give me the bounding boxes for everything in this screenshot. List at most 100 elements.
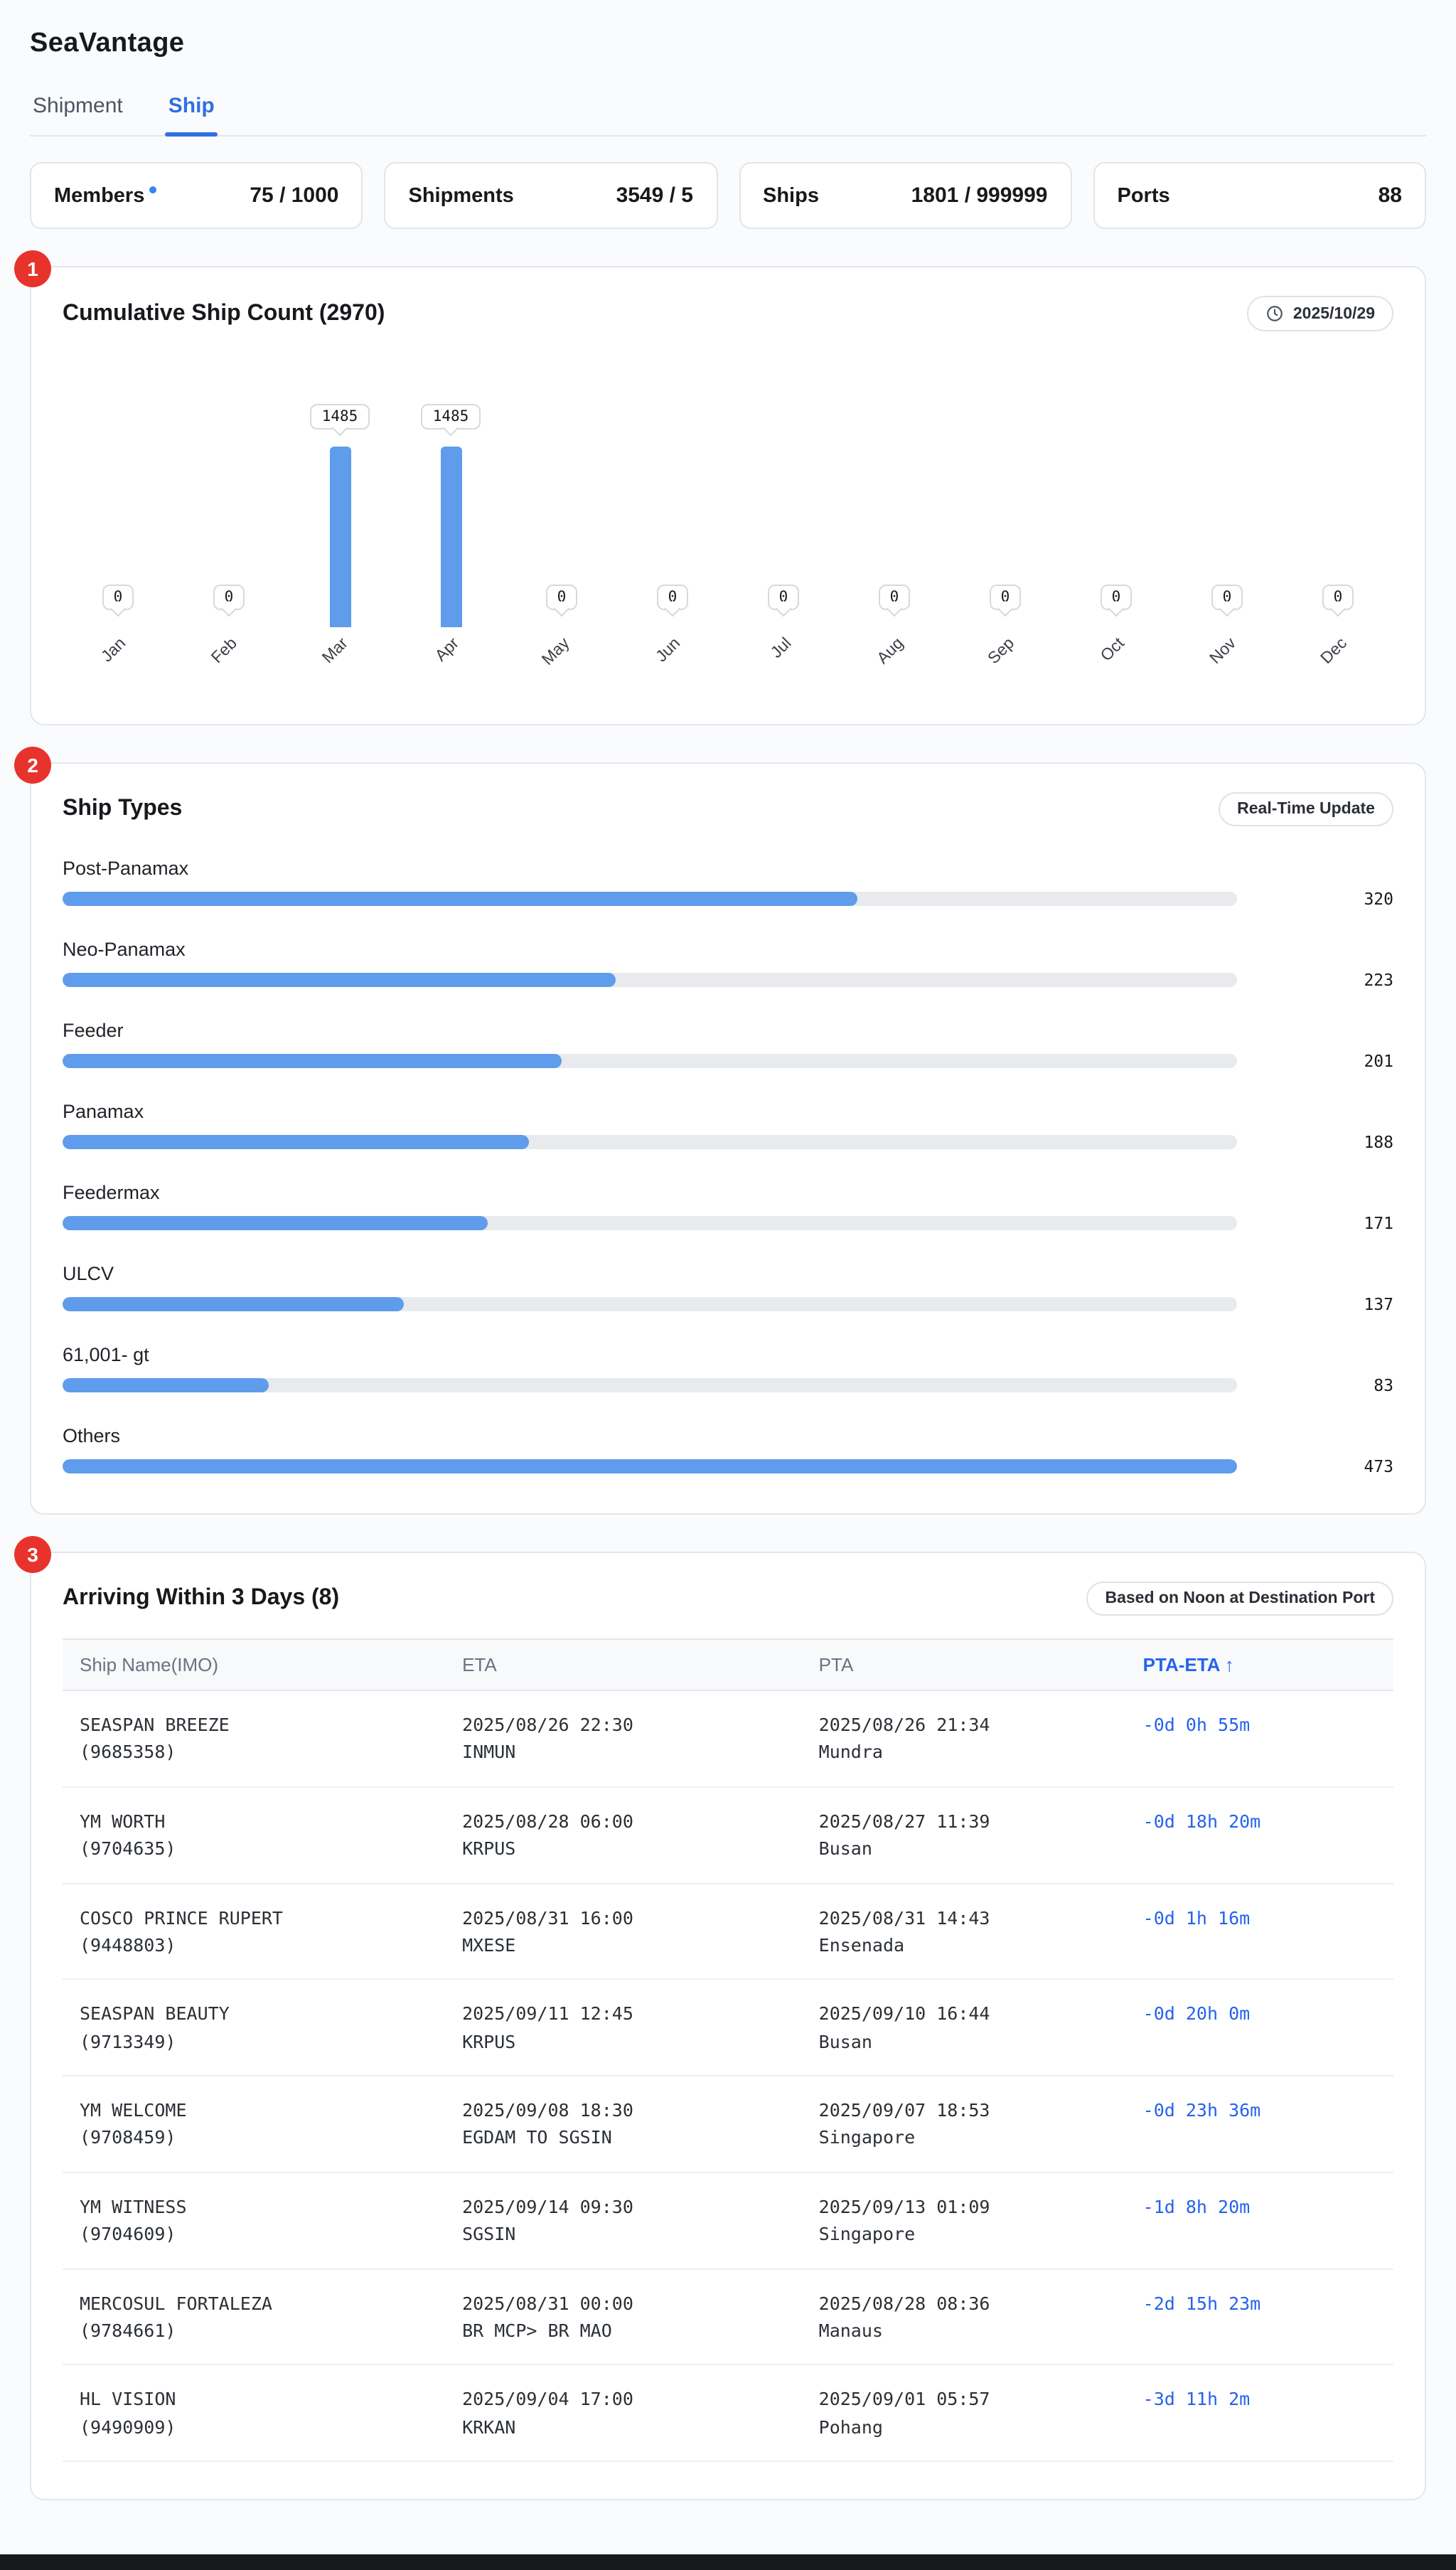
table-row[interactable]: HL VISION (9490909) 2025/09/04 17:00 KRKAN 2… [63,2366,1393,2462]
ship-type-row: Neo-Panamax 223 [63,939,1393,990]
bar-value-label: 0 [102,585,134,610]
chart-column: 1485 Apr [395,357,506,687]
bar-fill [63,1378,269,1392]
chart-column-area: 0 [1061,357,1172,627]
bar-fill [63,1459,1237,1473]
x-axis-tick: Nov [1172,627,1283,687]
ship-name-cell: YM WORTH (9704635) [80,1808,462,1863]
x-axis-tick: Feb [173,627,284,687]
cumulative-ship-count-card: 1 Cumulative Ship Count (2970) 2025/10/2… [14,250,1426,725]
eta-cell-line1: 2025/08/31 00:00 [462,2292,633,2313]
stat-value: 88 [1378,183,1402,208]
pta-cell: 2025/08/26 21:34 Mundra [819,1711,1143,1766]
x-axis-label: Jan [99,635,130,666]
ship-name-cell-line2: (9713349) [80,2030,176,2052]
ship-type-value: 473 [1364,1456,1393,1476]
chart-column-area: 0 [950,357,1061,627]
table-header-row: Ship Name(IMO) ETA PTA PTA-ETA ↑ [63,1638,1393,1691]
pta-cell-line2: Mundra [818,1741,883,1763]
pta-cell-line2: Singapore [818,2126,916,2148]
chart-column: 0 Nov [1172,357,1283,687]
column-header-eta[interactable]: ETA [462,1654,497,1675]
bar-track [63,1135,1237,1149]
ship-name-cell: YM WITNESS (9704609) [80,2193,462,2249]
chart-column: 0 Oct [1061,357,1172,687]
ship-type-label: Panamax [63,1101,144,1122]
column-header-ship-name[interactable]: Ship Name(IMO) [80,1654,219,1675]
pta-cell-line2: Singapore [818,2223,916,2245]
chart-column: 0 May [506,357,617,687]
x-axis-tick: Aug [839,627,950,687]
table-row[interactable]: YM WITNESS (9704609) 2025/09/14 09:30 SGSIN… [63,2173,1393,2269]
bar-fill [63,1135,529,1149]
bar-value-label: 0 [989,585,1022,610]
chart-column-area: 0 [173,357,284,627]
stat-card-members[interactable]: Members 75 / 1000 [30,162,363,229]
tab-ship[interactable]: Ship [165,94,218,137]
chart-column-area: 0 [1172,357,1283,627]
pta-cell-line2: Busan [818,1838,872,1860]
x-axis-label: Jun [653,635,685,666]
table-row[interactable]: SEASPAN BEAUTY (9713349) 2025/09/11 12:45 K… [63,1980,1393,2076]
members-notification-dot [149,186,156,193]
column-header-pta[interactable]: PTA [818,1654,854,1675]
card-header: Cumulative Ship Count (2970) 2025/10/29 [63,296,1393,331]
x-axis-label: Apr [432,635,463,666]
stat-card-ships[interactable]: Ships 1801 / 999999 [739,162,1072,229]
x-axis-tick: Oct [1061,627,1172,687]
bar-value-label: 0 [1100,585,1133,610]
x-axis-tick: Jan [63,627,173,687]
ship-type-row: Feeder 201 [63,1020,1393,1071]
eta-cell-line1: 2025/08/28 06:00 [462,1810,633,1832]
arrivals-title: Arriving Within 3 Days (8) [63,1586,340,1610]
bar-track [63,1459,1237,1473]
chart-column-area: 0 [839,357,950,627]
ship-type-bar-line: 83 [63,1375,1393,1395]
stat-value: 1801 / 999999 [911,183,1048,208]
stat-label: Ports [1117,184,1170,207]
pta-cell: 2025/09/01 05:57 Pohang [819,2386,1143,2441]
app-title: SeaVantage [30,28,185,58]
date-chip[interactable]: 2025/10/29 [1247,296,1393,331]
bar-fill [63,973,616,987]
ship-name-cell-line2: (9685358) [80,1741,176,1763]
ship-types-chart: Post-Panamax 320 Neo-Panamax 223 Feeder 201 Pa… [63,858,1393,1476]
eta-cell-line2: SGSIN [462,2223,516,2245]
pta-cell: 2025/09/07 18:53 Singapore [819,2096,1143,2152]
table-row[interactable]: SEASPAN BREEZE (9685358) 2025/08/26 22:30 I… [63,1691,1393,1788]
eta-cell-line1: 2025/08/31 16:00 [462,1907,633,1928]
ship-type-bar-line: 223 [63,970,1393,990]
ship-name-cell-line1: COSCO PRINCE RUPERT [80,1907,283,1928]
table-row[interactable]: COSCO PRINCE RUPERT (9448803) 2025/08/31 1… [63,1884,1393,1980]
chart-column-area: 1485 [395,357,506,627]
clock-icon [1268,306,1283,321]
eta-cell: 2025/08/31 00:00 BR MCP> BR MAO [462,2289,819,2345]
pta-cell-line1: 2025/08/28 08:36 [818,2292,990,2313]
table-row[interactable]: YM WORTH (9704635) 2025/08/28 06:00 KRPUS 20… [63,1788,1393,1884]
eta-cell-line2: BR MCP> BR MAO [462,2319,612,2341]
bar [329,447,350,627]
x-axis-label: Nov [1206,635,1239,668]
eta-cell: 2025/09/08 18:30 EGDAM TO SGSIN [462,2096,819,2152]
stat-label: Shipments [408,184,514,207]
table-row[interactable]: YM WELCOME (9708459) 2025/09/08 18:30 EGDAM… [63,2076,1393,2173]
bar [440,447,461,627]
tab-shipment[interactable]: Shipment [33,94,123,118]
pta-cell: 2025/08/27 11:39 Busan [819,1808,1143,1863]
table-row[interactable]: MERCOSUL FORTALEZA (9784661) 2025/08/31 00… [63,2269,1393,2366]
arrivals-table: Ship Name(IMO) ETA PTA PTA-ETA ↑ SEASPAN… [63,1638,1393,2462]
stat-card-ports[interactable]: Ports 88 [1093,162,1426,229]
ship-name-cell: MERCOSUL FORTALEZA (9784661) [80,2289,462,2345]
column-header-pta-eta-sort[interactable]: PTA-ETA ↑ [1142,1654,1234,1675]
ship-types-card: 2 Ship Types Real-Time Update Post-Panam… [14,747,1426,1515]
ship-type-bar-line: 201 [63,1051,1393,1071]
pta-cell-line2: Ensenada [818,1934,905,1956]
stat-card-shipments[interactable]: Shipments 3549 / 5 [384,162,717,229]
cumulative-bar-chart: 0 Jan 0 Feb 1485 Mar 1485 Apr 0 May 0 Jun 0 Jul 0 Aug 0 S… [63,357,1393,687]
bar-value-label: 0 [545,585,578,610]
ship-type-bar-line: 320 [63,889,1393,909]
bar-track [63,973,1237,987]
pta-eta-diff-cell: -1d 8h 20m [1142,2195,1251,2217]
pta-cell: 2025/09/10 16:44 Busan [819,2000,1143,2056]
stat-label: Ships [763,184,819,207]
